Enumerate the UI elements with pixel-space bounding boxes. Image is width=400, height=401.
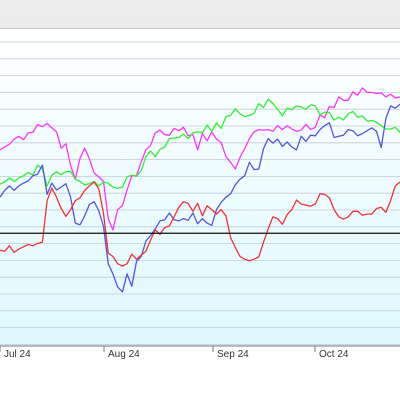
plot-area <box>0 36 400 346</box>
x-tick-label: Oct 24 <box>319 349 349 360</box>
x-tick-label: Aug 24 <box>108 349 140 360</box>
series-line-3 <box>0 103 400 293</box>
series-lines <box>0 87 400 293</box>
series-line-1 <box>0 87 400 231</box>
x-tick-label: Jul 24 <box>4 349 31 360</box>
series-line-4 <box>0 181 400 267</box>
series-line-2 <box>0 98 400 189</box>
x-axis: Jul 24 Aug 24 Sep 24 Oct 24 <box>0 346 349 360</box>
gridlines <box>0 41 400 345</box>
x-tick-label: Sep 24 <box>217 349 249 360</box>
